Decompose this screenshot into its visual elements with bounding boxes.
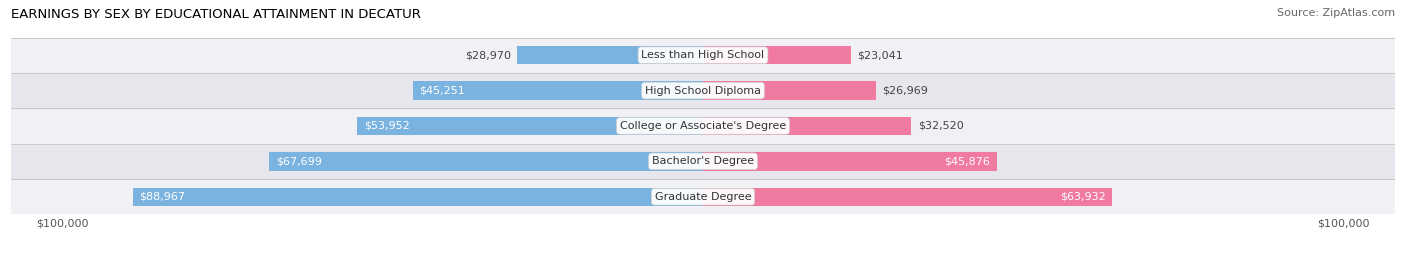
Text: EARNINGS BY SEX BY EDUCATIONAL ATTAINMENT IN DECATUR: EARNINGS BY SEX BY EDUCATIONAL ATTAINMEN… (11, 8, 422, 21)
Bar (703, 188, 1112, 206)
Text: College or Associate's Degree: College or Associate's Degree (620, 121, 786, 131)
Text: High School Diploma: High School Diploma (645, 85, 761, 96)
Text: Less than High School: Less than High School (641, 50, 765, 60)
Bar (703, 81, 876, 100)
Bar (270, 152, 703, 170)
Bar (517, 46, 703, 64)
Text: $23,041: $23,041 (858, 50, 903, 60)
Bar (357, 117, 703, 135)
Bar (11, 108, 1395, 144)
Bar (703, 152, 997, 170)
Text: $32,520: $32,520 (918, 121, 963, 131)
Text: Graduate Degree: Graduate Degree (655, 192, 751, 202)
Bar (413, 81, 703, 100)
Bar (11, 144, 1395, 179)
Text: $67,699: $67,699 (276, 156, 322, 166)
Bar (134, 188, 703, 206)
Text: $45,251: $45,251 (419, 85, 465, 96)
Text: $45,876: $45,876 (945, 156, 990, 166)
Bar (703, 117, 911, 135)
Bar (11, 73, 1395, 108)
Bar (11, 38, 1395, 73)
Text: $88,967: $88,967 (139, 192, 186, 202)
Text: $63,932: $63,932 (1060, 192, 1107, 202)
Text: $26,969: $26,969 (882, 85, 928, 96)
Text: Bachelor's Degree: Bachelor's Degree (652, 156, 754, 166)
Text: $53,952: $53,952 (364, 121, 409, 131)
Bar (703, 46, 851, 64)
Text: $28,970: $28,970 (465, 50, 510, 60)
Bar (11, 179, 1395, 214)
Text: Source: ZipAtlas.com: Source: ZipAtlas.com (1277, 8, 1395, 18)
